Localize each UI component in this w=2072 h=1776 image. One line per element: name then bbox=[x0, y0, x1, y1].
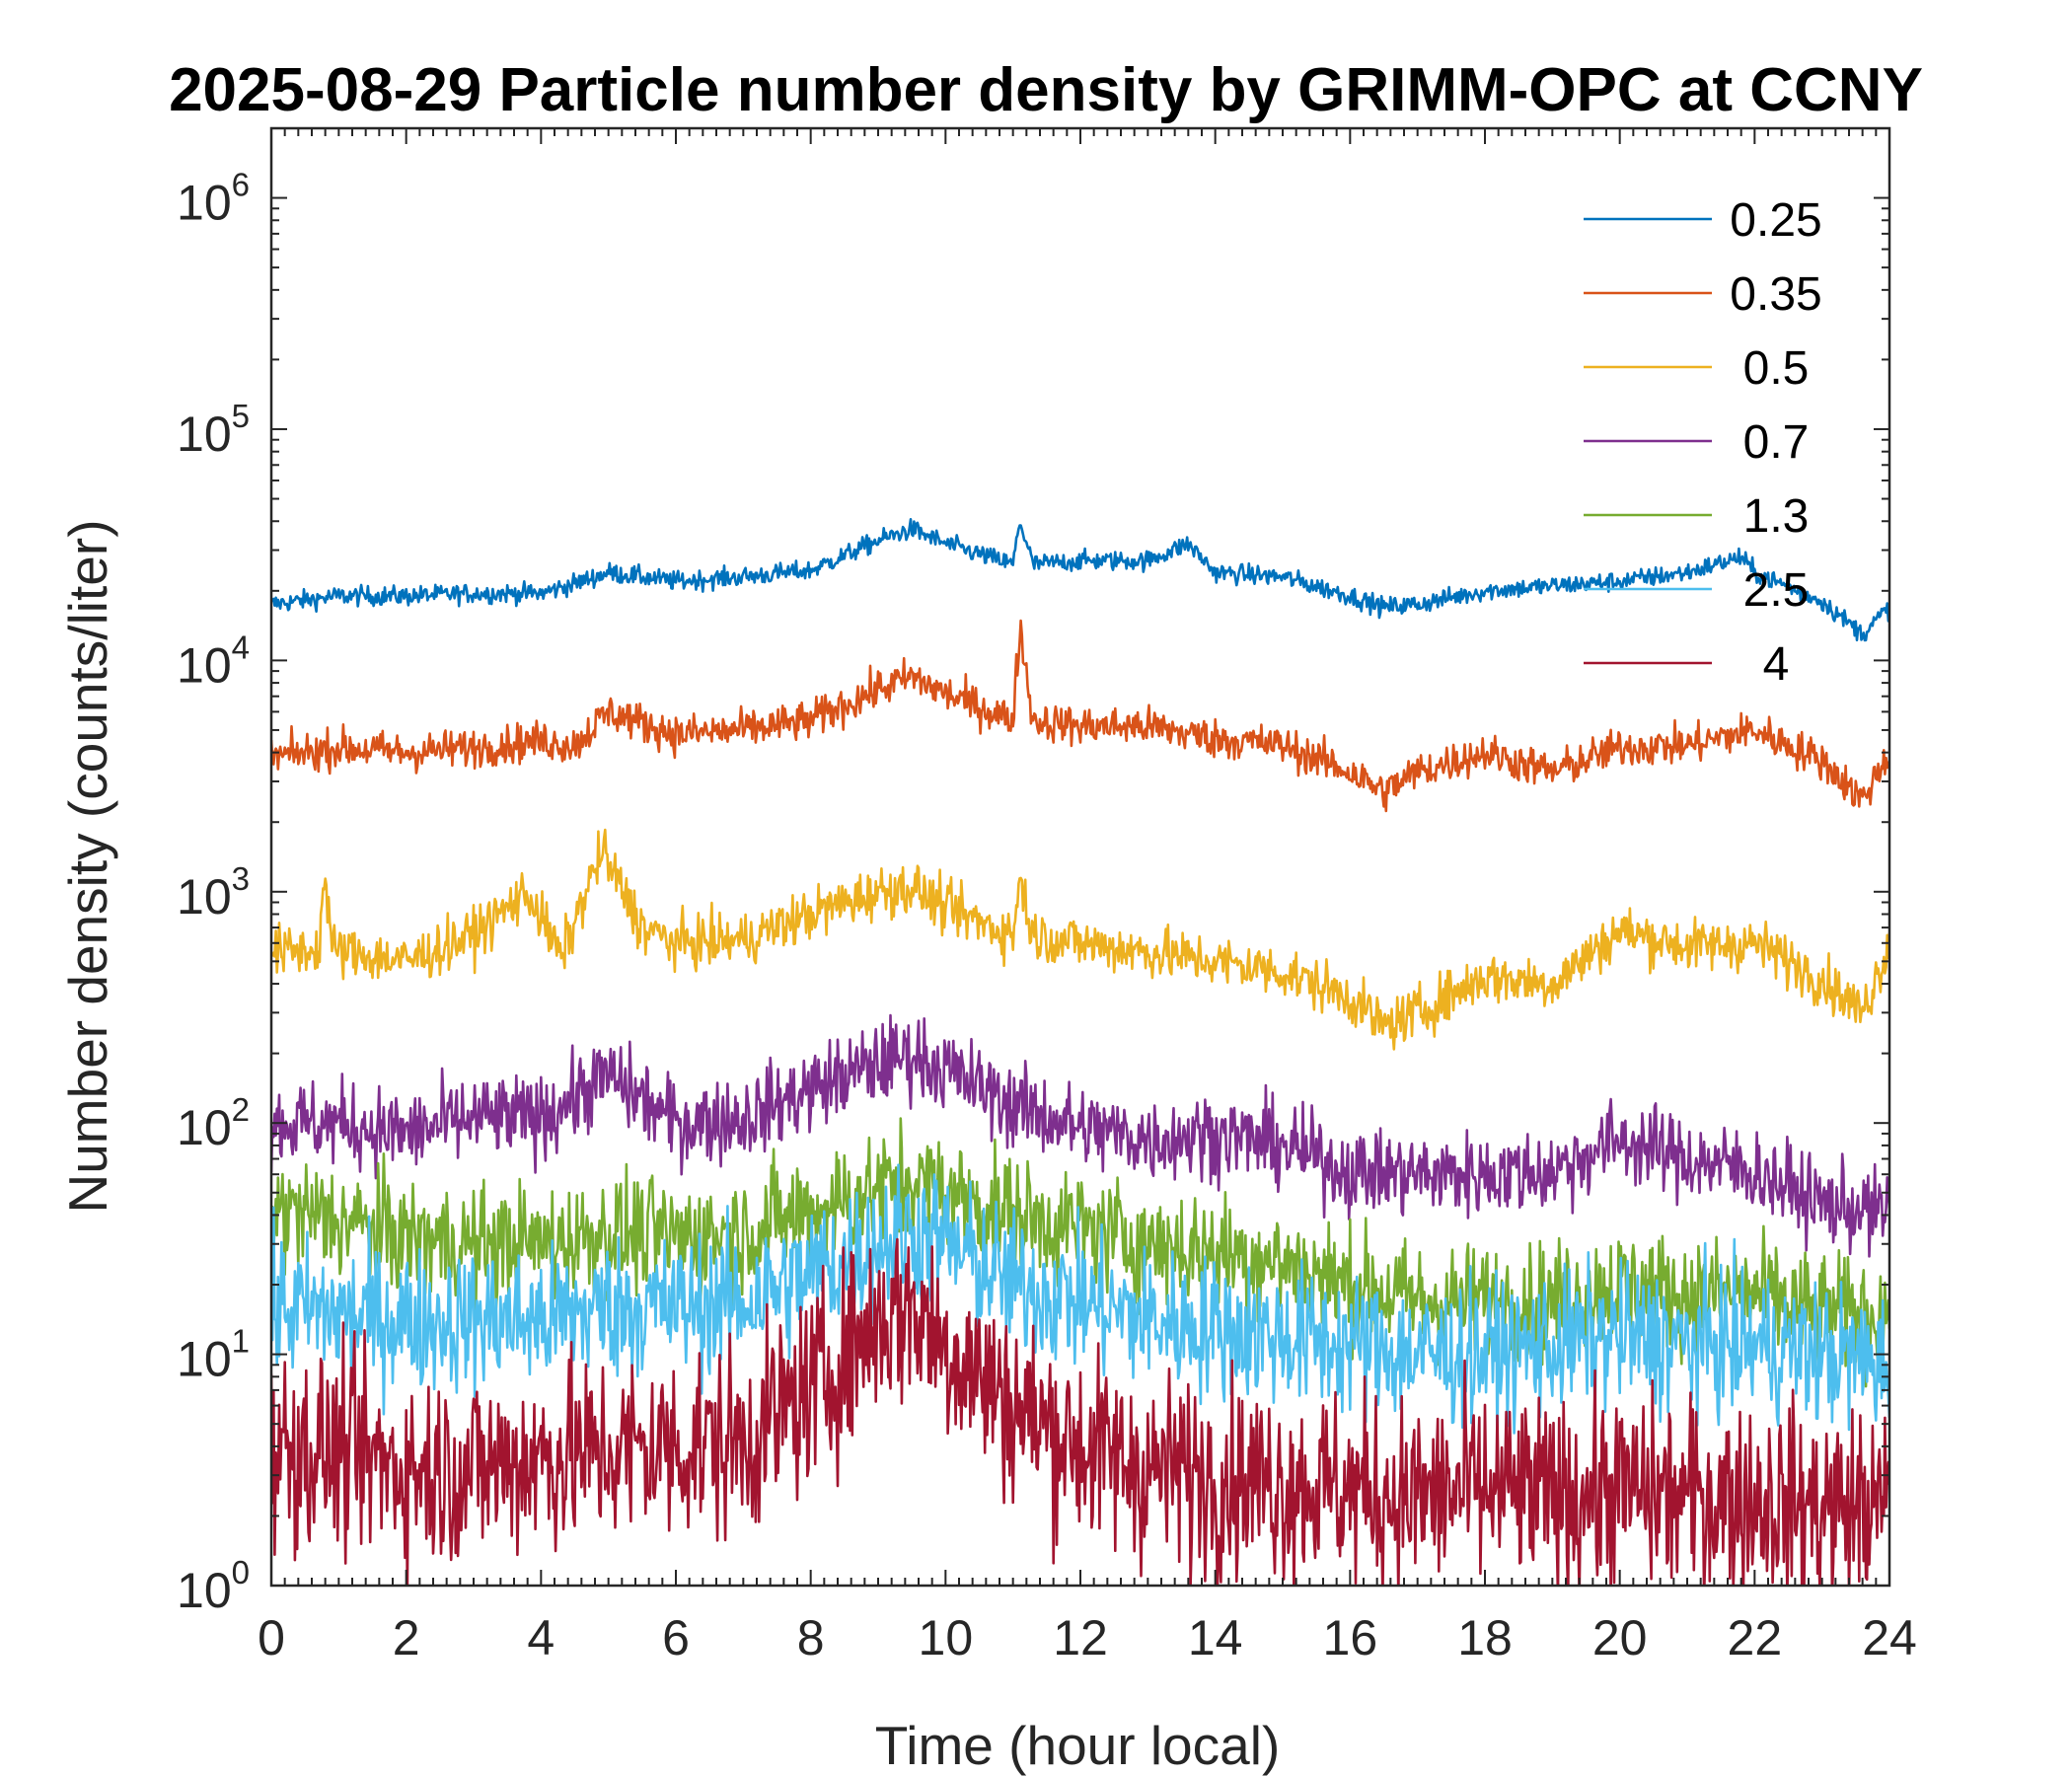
legend-label-0.5: 0.5 bbox=[1743, 342, 1810, 395]
legend: 0.25 0.35 0.5 0.7 1.3 2.5 4 bbox=[1584, 194, 1822, 691]
series-line-4 bbox=[271, 1237, 1889, 1586]
x-tick-label: 22 bbox=[1728, 1610, 1783, 1665]
y-tick-label: 100 bbox=[177, 1554, 250, 1618]
legend-label-2.5: 2.5 bbox=[1743, 564, 1810, 617]
y-tick-label: 103 bbox=[177, 860, 250, 925]
legend-label-0.35: 0.35 bbox=[1730, 268, 1821, 321]
y-tick-label: 106 bbox=[177, 167, 250, 231]
x-tick-label: 20 bbox=[1592, 1610, 1648, 1665]
y-axis-label: Number density (counts/liter) bbox=[57, 519, 118, 1213]
y-tick-label: 101 bbox=[177, 1323, 250, 1387]
legend-label-0.7: 0.7 bbox=[1743, 416, 1810, 469]
series-line-0.35 bbox=[271, 619, 1889, 813]
y-tick-label: 102 bbox=[177, 1091, 250, 1155]
x-tick-label: 24 bbox=[1862, 1610, 1917, 1665]
x-tick-label: 14 bbox=[1188, 1610, 1243, 1665]
x-tick-label: 10 bbox=[919, 1610, 974, 1665]
x-tick-label: 4 bbox=[527, 1610, 555, 1665]
chart-title: 2025-08-29 Particle number density by GR… bbox=[169, 56, 1923, 124]
x-tick-label: 6 bbox=[662, 1610, 690, 1665]
x-tick-label: 12 bbox=[1053, 1610, 1108, 1665]
series-line-0.5 bbox=[271, 828, 1889, 1051]
y-tick-label: 104 bbox=[177, 629, 250, 693]
axes-layer: 0 2 4 6 8 10 12 14 16 18 20 22 241001011021031041051… bbox=[177, 126, 1917, 1665]
legend-label-4: 4 bbox=[1763, 638, 1790, 691]
series-line-0.25 bbox=[271, 518, 1889, 642]
x-axis-label: Time (hour local) bbox=[875, 1715, 1281, 1776]
legend-label-0.25: 0.25 bbox=[1730, 194, 1821, 247]
series-layer bbox=[271, 518, 1889, 1586]
x-tick-label: 8 bbox=[797, 1610, 825, 1665]
series-line-2.5 bbox=[271, 1163, 1889, 1461]
x-tick-label: 18 bbox=[1457, 1610, 1513, 1665]
legend-label-1.3: 1.3 bbox=[1743, 490, 1810, 543]
x-tick-label: 2 bbox=[393, 1610, 420, 1665]
x-tick-label: 16 bbox=[1323, 1610, 1378, 1665]
y-tick-label: 105 bbox=[177, 398, 250, 462]
series-line-0.7 bbox=[271, 1013, 1889, 1258]
x-tick-label: 0 bbox=[258, 1610, 285, 1665]
